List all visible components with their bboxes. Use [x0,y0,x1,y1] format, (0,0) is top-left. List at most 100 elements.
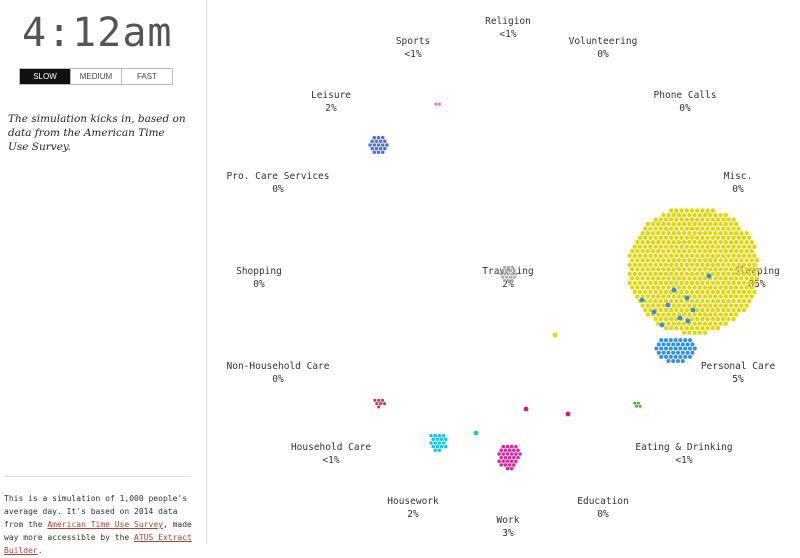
personal-care-dot [666,350,671,355]
speed-fast-button[interactable]: FAST [121,69,172,84]
sleeping-dot [627,262,632,267]
personal-care-dot [690,350,695,355]
sleeping-dot [702,230,708,236]
work-dot [503,448,508,453]
sleeping-dot [728,303,734,308]
sleeping-dot [718,249,723,254]
household-care-dot [380,398,385,402]
sleeping-dot [682,212,687,218]
sleeping-dot [700,289,705,295]
sleeping-dot [687,240,692,245]
personal-care-dot [675,350,681,355]
sleeping-dot [648,298,653,304]
sleeping-dot [676,312,682,317]
sleeping-dot [684,208,689,213]
sleeping-dot [671,230,676,236]
sleeping-dot [650,285,656,290]
sleeping-dot [713,230,718,236]
work-dot [505,466,510,471]
sleeping-dot [679,235,684,240]
sleeping-dot [715,271,721,277]
sleeping-dot [721,316,726,322]
atus-link[interactable]: American Time Use Survey [47,520,163,529]
sleeping-dot [726,280,731,286]
moving-dot [565,411,571,417]
sleeping-dot [656,258,661,263]
sleeping-dot [632,253,637,258]
sleeping-dot [705,244,710,249]
clock-display: 4:12am [22,10,173,56]
sleeping-dot [658,307,663,313]
sleeping-dot [734,240,739,245]
sleeping-dot [718,285,723,290]
sleeping-dot [640,230,645,236]
sleeping-dot [718,212,723,218]
sleeping-dot [695,325,700,331]
sleeping-dot [658,226,663,231]
sleeping-dot [710,280,715,286]
sleeping-dot [679,253,684,258]
work-dot [503,463,508,467]
sleeping-dot [741,298,747,304]
sleeping-dot [689,271,695,277]
housework-dot [429,441,433,445]
sleeping-dot [708,321,713,326]
sleeping-dot [648,235,653,240]
leisure-dot [372,150,377,155]
sleeping-dot [715,280,721,286]
sleeping-dot [640,294,645,299]
sleeping-dot [718,258,723,263]
sleeping-dot [705,217,710,222]
label-shopping: Shopping 0% [236,266,282,290]
sleeping-dot [684,316,689,322]
work-dot [507,463,512,467]
sleeping-dot [713,321,718,326]
sleeping-dot [734,249,739,254]
sleeping-dot [697,258,702,263]
sleeping-dot [632,280,637,286]
sleeping-dot [736,298,741,304]
sleeping-dot [682,276,687,281]
sleeping-dot [702,258,708,263]
sleeping-dot [708,294,713,299]
footer-text-1: This is a simulation of 1,000 people's a… [4,494,188,529]
sleeping-dot [689,325,695,331]
sleeping-dot [682,240,687,245]
sleeping-dot [728,240,734,245]
sleeping-dot [710,217,715,222]
sleeping-dot [721,298,726,304]
speed-medium-button[interactable]: MEDIUM [70,69,121,84]
sleeping-dot [702,249,708,254]
sleeping-dot [718,303,723,308]
sleeping-dot [721,253,726,258]
sleeping-dot [656,267,661,272]
sleeping-dot [734,230,739,236]
sleeping-dot [708,276,713,281]
atus-extract-builder-link[interactable]: ATUS Extract Builder [4,533,192,555]
sleeping-dot [679,289,684,295]
work-dot [497,452,501,456]
work-dot [503,455,508,460]
sleeping-dot [692,303,697,308]
sleeping-dot [721,307,726,313]
speed-slow-button[interactable]: SLOW [20,69,70,84]
sleeping-dot [645,249,650,254]
sleeping-dot [723,230,728,236]
sleeping-dot [713,249,718,254]
sleeping-dot [643,262,648,267]
sleeping-dot [653,289,658,295]
personal-care-dot [659,354,664,359]
personal-care-dot [678,338,683,343]
sleeping-dot [671,312,676,317]
sleeping-dot [705,289,710,295]
sleeping-dot [705,253,710,258]
sleeping-dot [669,226,674,231]
sleeping-dot [653,253,658,258]
sleeping-dot [731,316,736,322]
sleeping-dot [630,276,635,281]
sleeping-dot [671,321,676,326]
sleeping-dot [682,230,687,236]
sleeping-dot [663,244,669,249]
sleeping-dot [643,253,648,258]
sleeping-dot [702,321,708,326]
